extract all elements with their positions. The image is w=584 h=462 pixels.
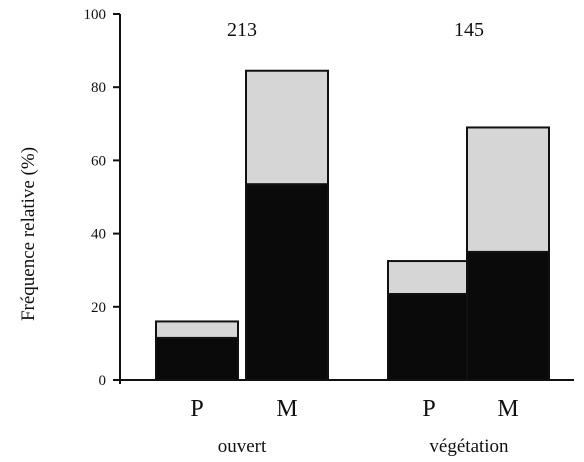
y-axis-label: Fréquence relative (%) [18,147,39,321]
bar-segment-upper [387,260,471,295]
category-label: M [497,396,518,422]
bar-segment-lower [466,250,550,381]
group-label: ouvert [218,436,267,457]
category-label: M [276,396,297,422]
bar-segment-lower [387,292,471,381]
bar-segment-upper [245,69,329,186]
group-label: végétation [429,436,509,457]
category-label: P [190,396,203,422]
bar-segment-lower [245,183,329,381]
bar-segment-upper [466,126,550,253]
y-tick-label: 0 [99,373,107,389]
category-label: P [422,396,435,422]
bar-segment-upper [155,320,239,339]
y-tick-label: 80 [91,80,106,96]
group-count-label: 145 [454,19,484,41]
group-count-label: 213 [227,19,257,41]
y-tick-label: 40 [91,227,106,243]
y-tick-label: 20 [91,300,106,316]
bars [155,69,550,382]
y-tick-label: 100 [84,7,107,23]
y-tick-label: 60 [91,153,106,169]
bar-segment-lower [155,336,239,382]
